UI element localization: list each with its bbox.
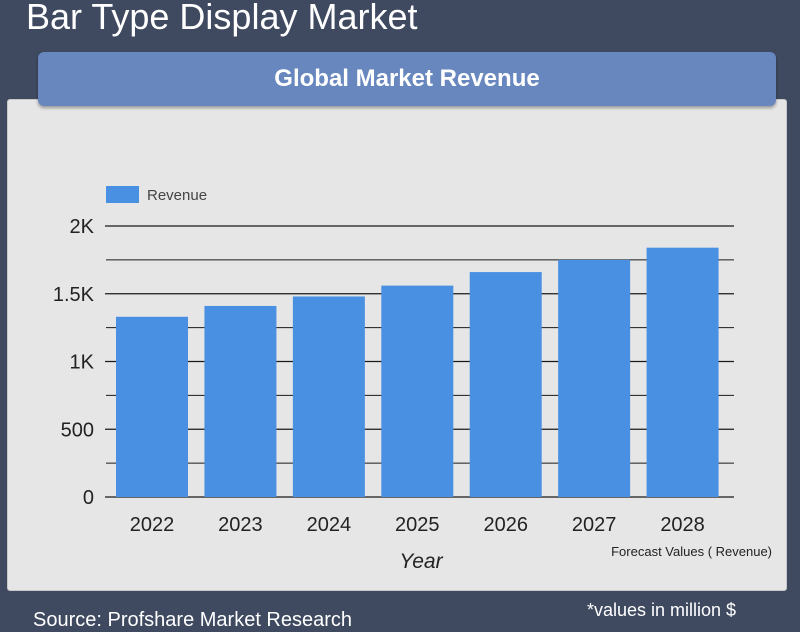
bar-2023 xyxy=(204,305,277,497)
y-tick-label: 2K xyxy=(70,216,95,238)
x-tick-label: 2027 xyxy=(572,514,617,536)
bars xyxy=(116,247,719,497)
source-note: Source: Profshare Market Research xyxy=(33,609,353,631)
page-title: Bar Type Display Market xyxy=(26,0,418,37)
x-tick-label: 2028 xyxy=(660,514,705,536)
bar-2027 xyxy=(558,259,631,497)
x-tick-label: 2023 xyxy=(218,514,263,536)
chart-panel: 0 500 1K 1.5K 2K 2022 2023 2024 2025 2026 2027 202… xyxy=(7,99,787,591)
bar-2026 xyxy=(469,272,542,497)
x-tick-label: 2026 xyxy=(483,514,528,536)
x-axis-tick-labels: 2022 2023 2024 2025 2026 2027 2028 xyxy=(130,514,705,536)
bar-2025 xyxy=(381,285,454,497)
y-tick-label: 1K xyxy=(70,352,95,374)
y-axis-tick-labels: 0 500 1K 1.5K 2K xyxy=(53,216,95,509)
chart-banner: Global Market Revenue xyxy=(38,52,776,106)
forecast-annotation: Forecast Values ( Revenue) xyxy=(611,544,772,559)
x-tick-label: 2022 xyxy=(130,514,175,536)
unit-note: *values in million $ xyxy=(587,600,737,620)
bar-2022 xyxy=(116,316,188,497)
x-tick-label: 2024 xyxy=(307,514,352,536)
x-axis-title: Year xyxy=(399,550,443,573)
bar-2024 xyxy=(292,296,365,497)
y-tick-label: 500 xyxy=(61,419,94,441)
x-tick-label: 2025 xyxy=(395,514,440,536)
legend-label: Revenue xyxy=(147,187,207,204)
banner-title: Global Market Revenue xyxy=(274,65,540,92)
bar-2028 xyxy=(646,247,719,497)
legend: Revenue xyxy=(106,186,207,204)
legend-swatch xyxy=(106,186,139,203)
y-tick-label: 1.5K xyxy=(53,284,95,306)
y-tick-label: 0 xyxy=(83,487,94,509)
